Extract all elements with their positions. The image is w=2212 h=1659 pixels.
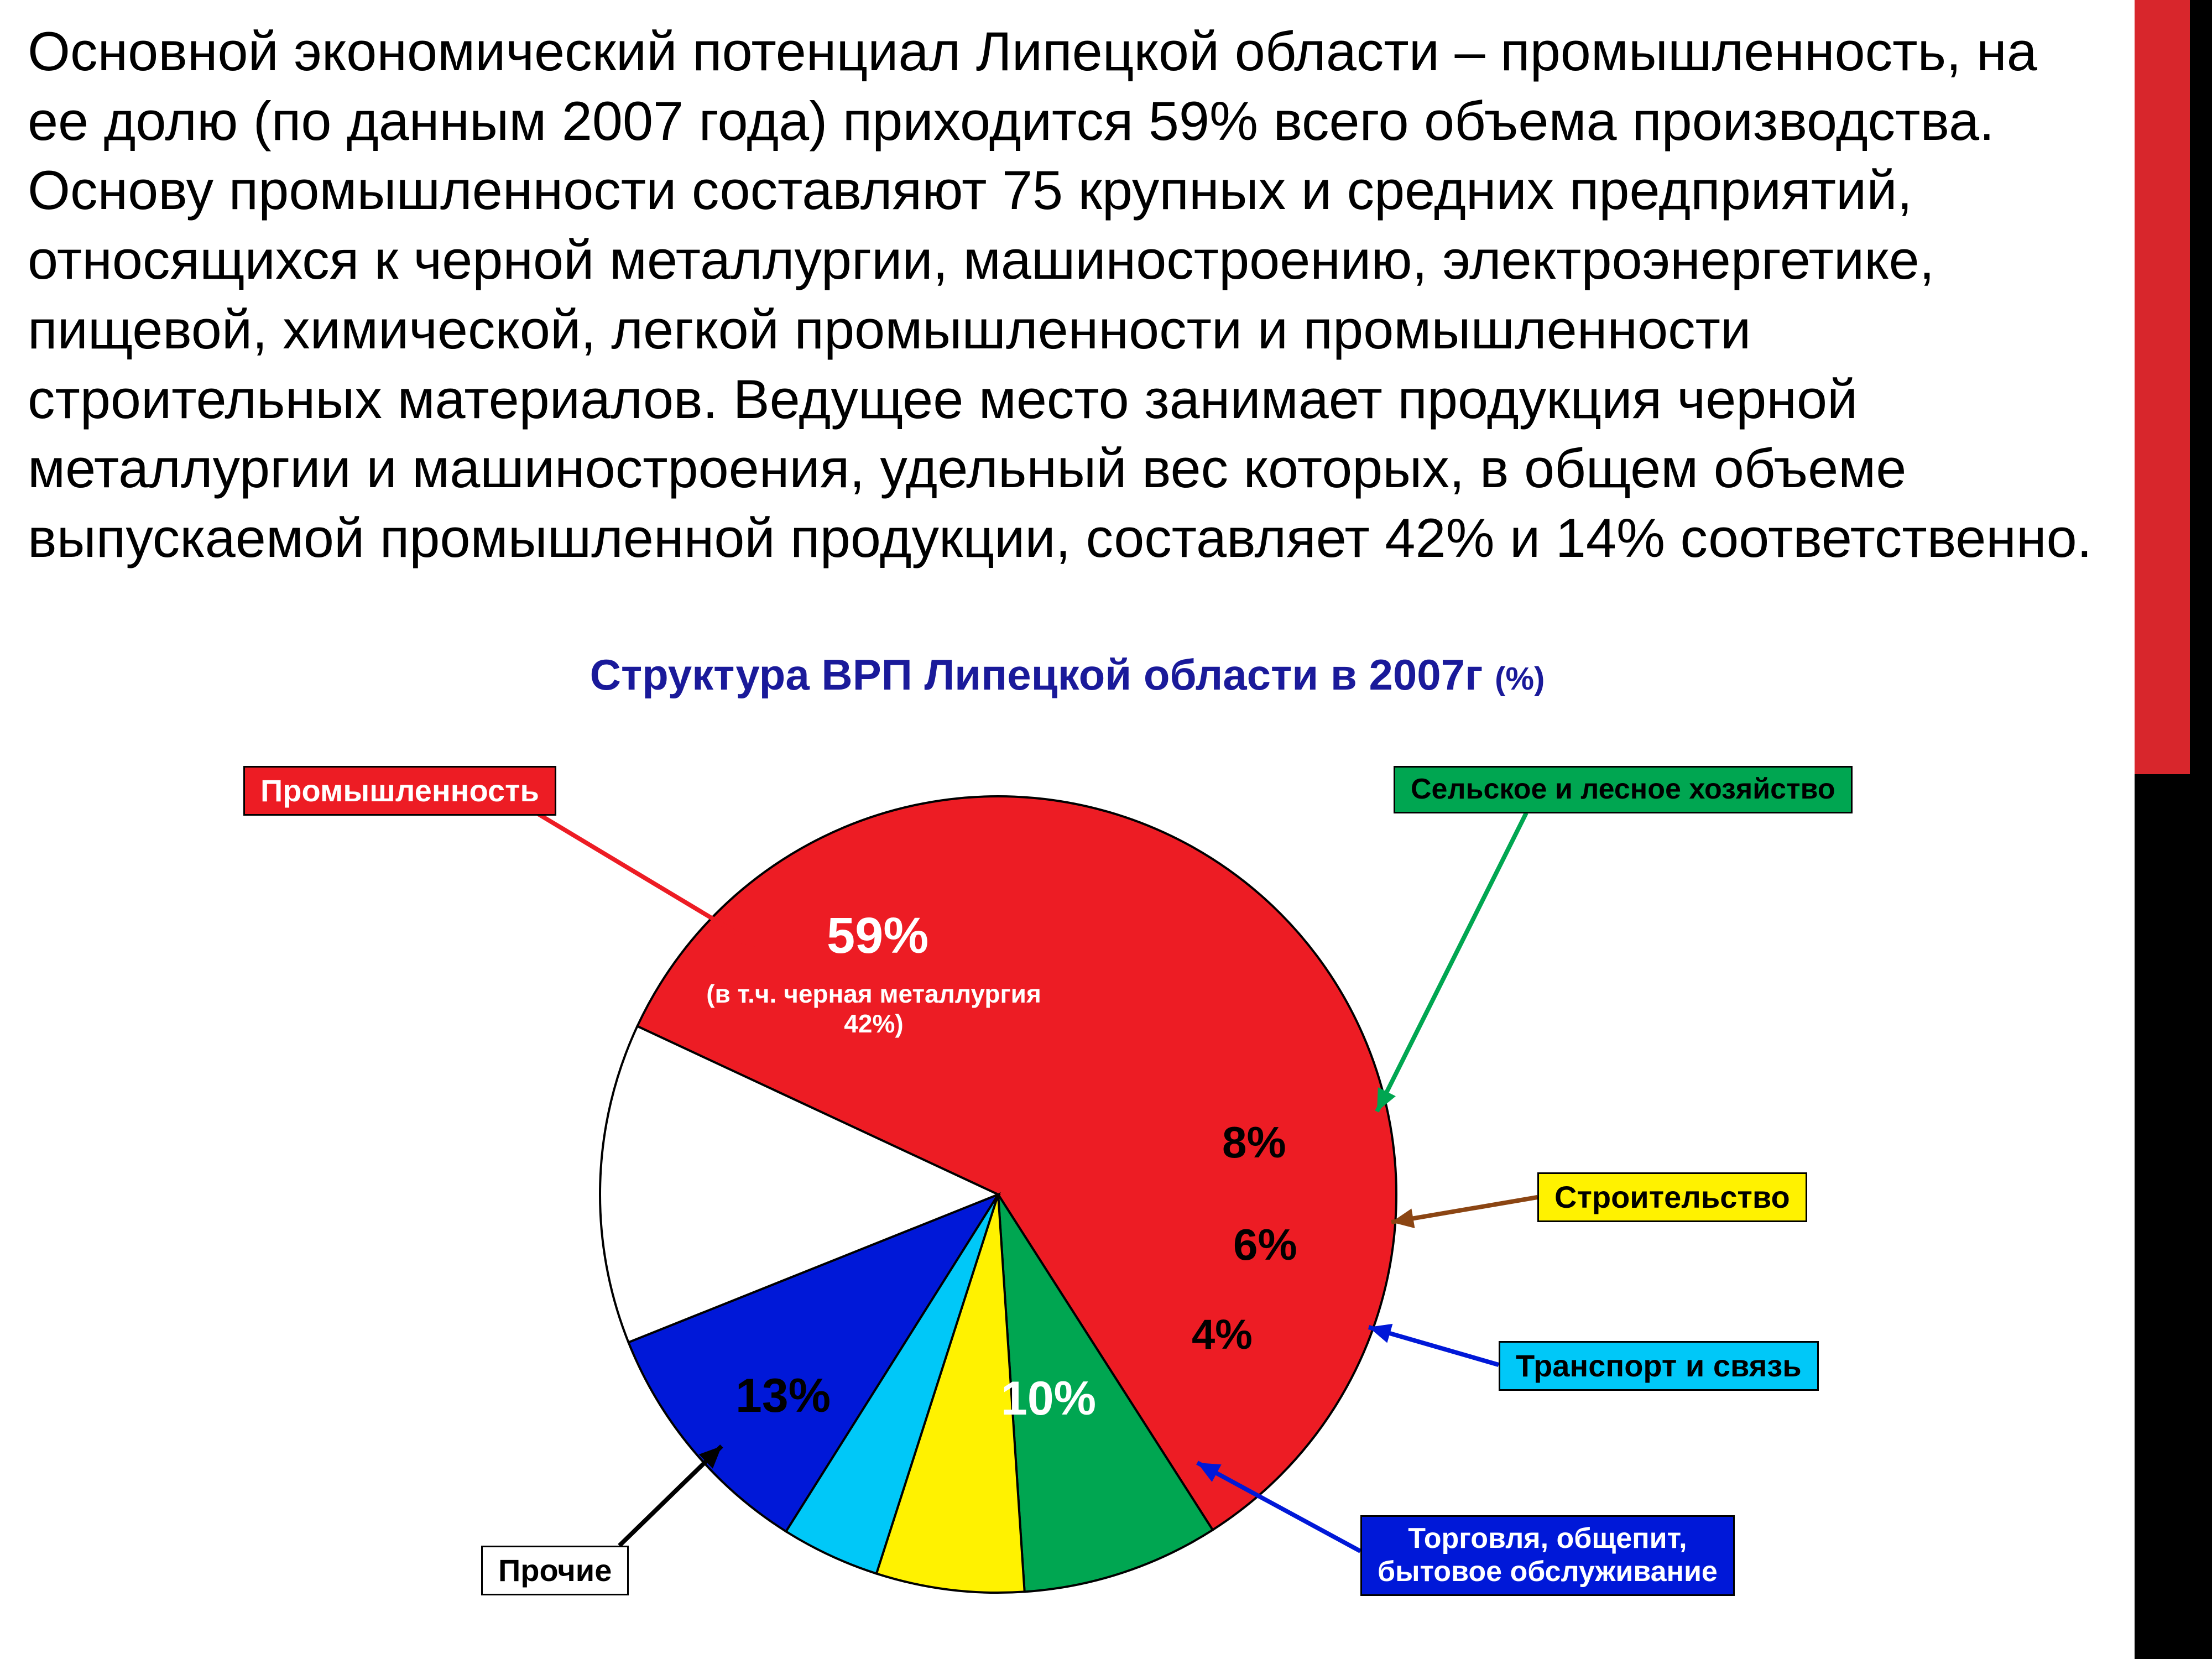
pie-value-label-4: 10% <box>1001 1371 1096 1426</box>
pie-value-label-1: 8% <box>1222 1117 1286 1168</box>
side-stripe-black-lower <box>2135 774 2212 1659</box>
chart-title-main: Структура ВРП Липецкой области в 2007г <box>590 650 1495 699</box>
chart-title: Структура ВРП Липецкой области в 2007г (… <box>0 650 2135 700</box>
pie-slice-5 <box>600 1026 998 1343</box>
pie-value-label-3: 4% <box>1192 1311 1253 1359</box>
pie-value-label-0: 59% <box>827 907 928 965</box>
legend-box-0: Промышленность <box>243 766 556 816</box>
pie-value-label-5: 13% <box>735 1369 831 1423</box>
legend-box-4: Торговля, общепит,бытовое обслуживание <box>1360 1515 1735 1596</box>
pie-sublabel-0: (в т.ч. черная металлургия 42%) <box>697 979 1051 1039</box>
leader-line-4 <box>1197 1463 1360 1551</box>
pie-value-label-2: 6% <box>1233 1219 1297 1270</box>
legend-box-2: Строительство <box>1537 1172 1807 1222</box>
leader-line-2 <box>1391 1197 1537 1228</box>
chart-title-suffix: (%) <box>1495 661 1545 697</box>
legend-box-5: Прочие <box>481 1546 629 1595</box>
side-stripe-red <box>2135 0 2190 774</box>
pie-slice-4 <box>628 1194 998 1531</box>
leader-line-3 <box>1369 1324 1499 1365</box>
legend-box-3: Транспорт и связь <box>1499 1341 1819 1391</box>
legend-box-1: Сельское и лесное хозяйство <box>1394 766 1853 813</box>
leader-line-5 <box>619 1446 722 1546</box>
leader-line-0 <box>536 813 758 946</box>
leader-line-1 <box>1377 813 1526 1112</box>
body-paragraph: Основной экономический потенциал Липецко… <box>28 17 2096 573</box>
